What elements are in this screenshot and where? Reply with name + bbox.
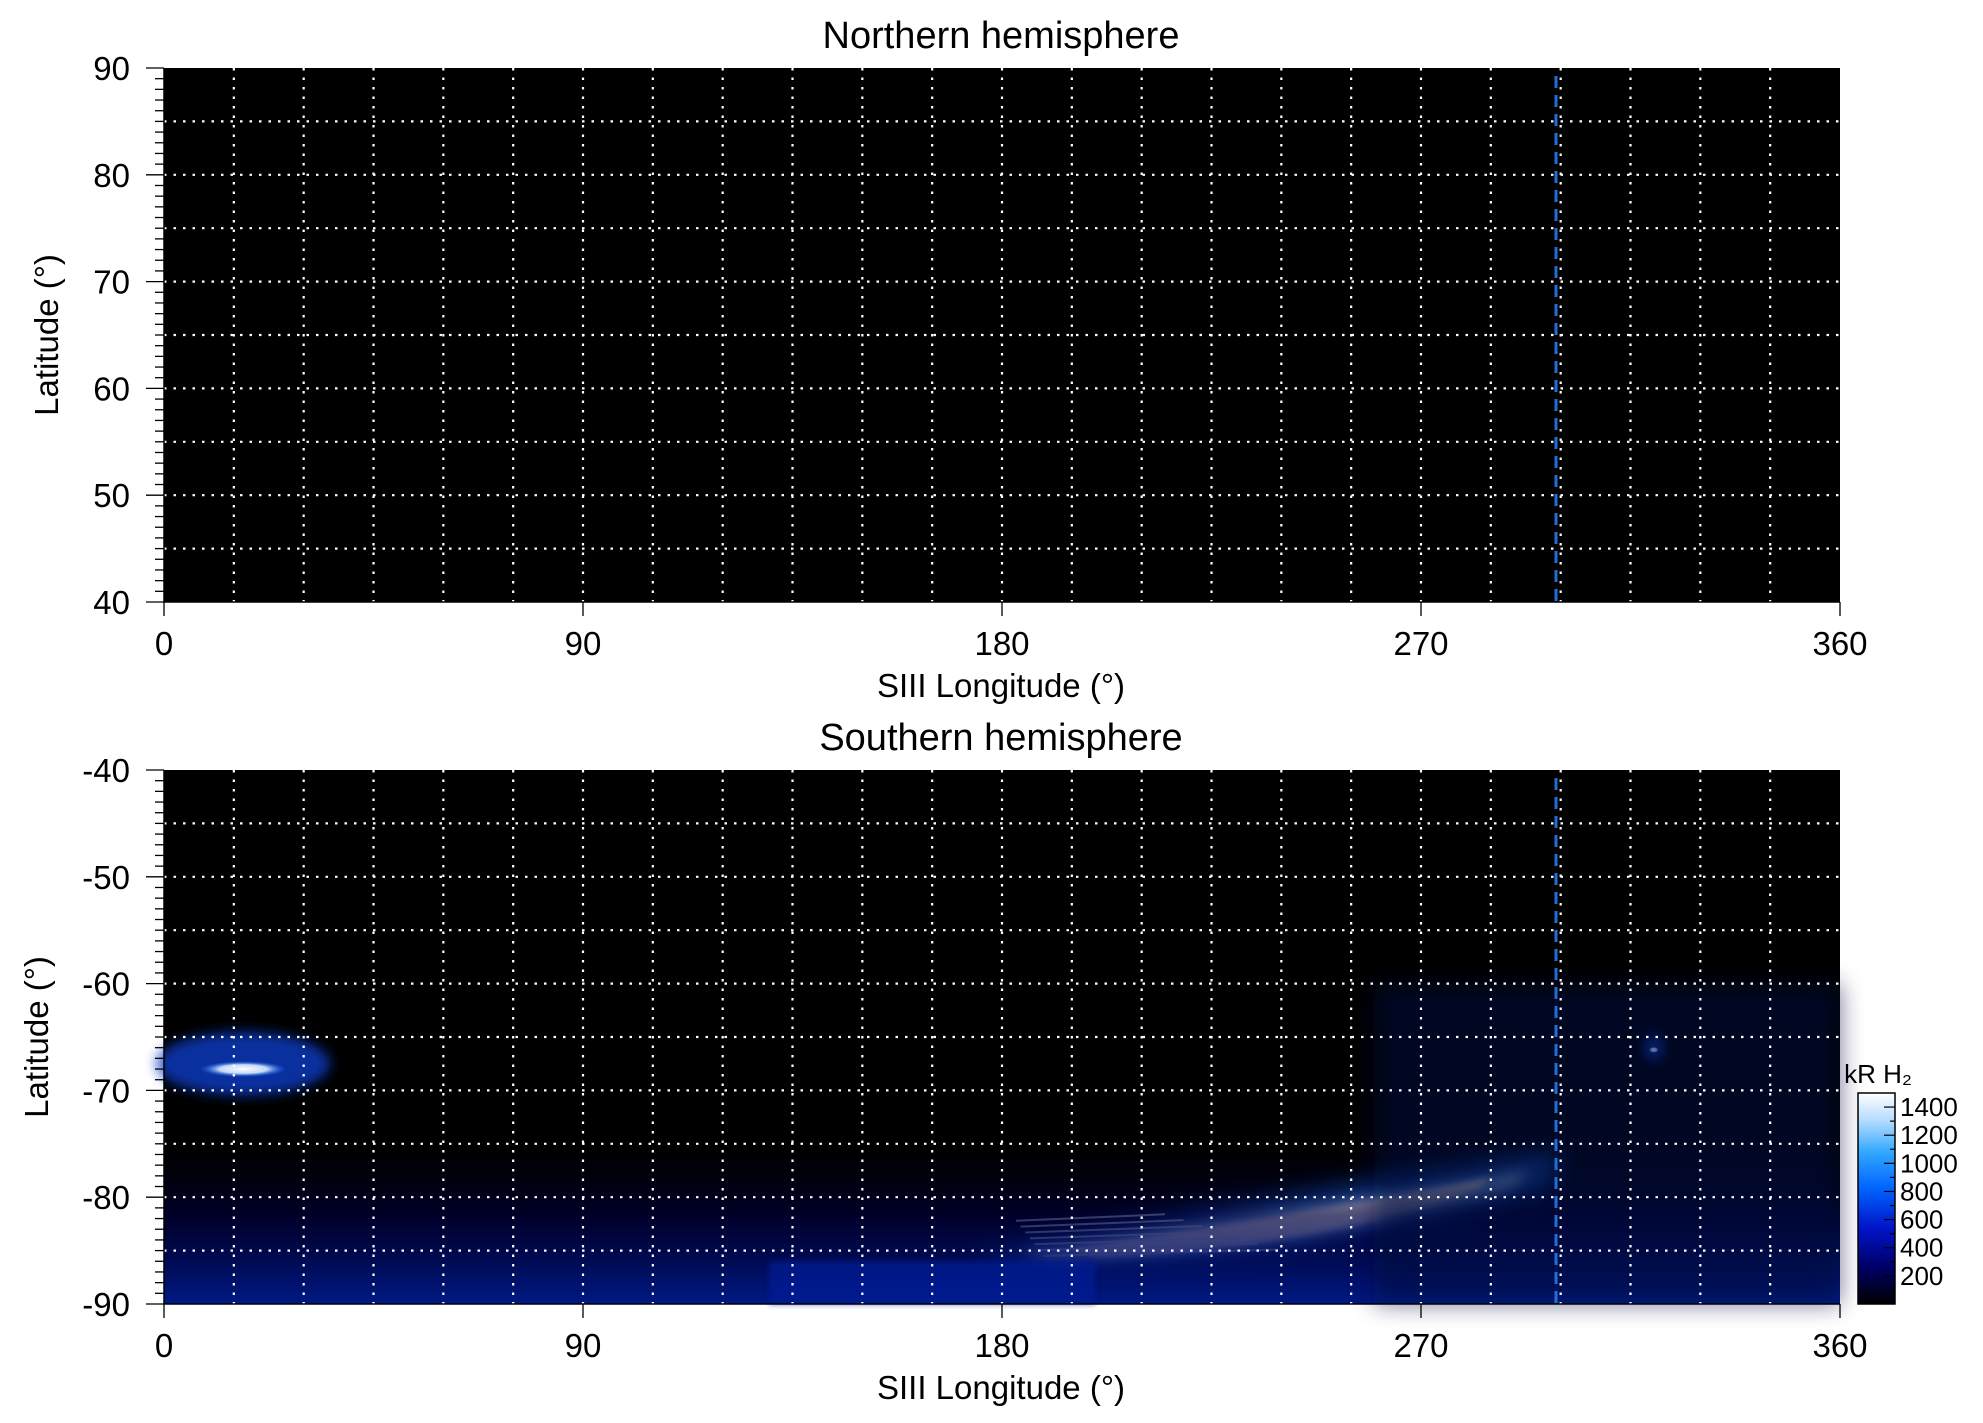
colorbar-gradient [1857, 1092, 1896, 1305]
x-ticks: 0 90 180 270 360 [155, 601, 1868, 662]
y-tick-label: -50 [82, 859, 130, 896]
x-tick-label: 180 [974, 625, 1029, 662]
y-tick-label: 80 [93, 157, 130, 194]
y-axis-label: Latitude (°) [18, 956, 55, 1118]
y-tick-label: -90 [82, 1286, 130, 1323]
colorbar-tick-label: 200 [1900, 1261, 1943, 1291]
chart-title: Southern hemisphere [819, 717, 1182, 759]
y-tick-label: 60 [93, 370, 130, 407]
diffuse-emission-band [769, 1261, 1096, 1304]
colorbar-tick-label: 1200 [1900, 1120, 1958, 1150]
x-tick-label: 90 [565, 625, 602, 662]
colorbar-label: kR H₂ [1844, 1059, 1912, 1089]
y-ticks: 40 50 60 70 80 90 [93, 50, 165, 621]
x-tick-label: 0 [155, 625, 173, 662]
colorbar-tick-label: 800 [1900, 1176, 1943, 1206]
northern-hemisphere-panel: Northern hemisphere 40 50 60 70 80 90 0 90 180 2… [28, 15, 1868, 704]
y-tick-label: 90 [93, 50, 130, 87]
x-tick-label: 90 [565, 1327, 602, 1364]
y-tick-label: -70 [82, 1072, 130, 1109]
colorbar-tick-label: 1000 [1900, 1148, 1958, 1178]
y-axis-label: Latitude (°) [28, 254, 65, 416]
y-tick-label: -60 [82, 966, 130, 1003]
grid [164, 770, 1840, 1304]
x-tick-label: 0 [155, 1327, 173, 1364]
x-tick-label: 270 [1393, 1327, 1448, 1364]
colorbar-tick-label: 600 [1900, 1205, 1943, 1235]
y-tick-label: -80 [82, 1179, 130, 1216]
colorbar-tick-label: 400 [1900, 1233, 1943, 1263]
y-tick-label: 50 [93, 477, 130, 514]
x-axis-label: SIII Longitude (°) [877, 667, 1125, 704]
y-tick-label: -40 [82, 752, 130, 789]
y-tick-label: 40 [93, 584, 130, 621]
x-tick-label: 270 [1393, 625, 1448, 662]
grid [164, 68, 1840, 602]
southern-hemisphere-panel: Southern hemisphere -40 -50 -60 -70 -80 -90 0… [18, 717, 1868, 1406]
x-tick-label: 180 [974, 1327, 1029, 1364]
y-tick-label: 70 [93, 264, 130, 301]
y-ticks: -40 -50 -60 -70 -80 -90 [82, 752, 165, 1323]
auroral-spot [199, 1061, 287, 1078]
x-axis-label: SIII Longitude (°) [877, 1369, 1125, 1406]
x-tick-label: 360 [1812, 1327, 1867, 1364]
x-ticks: 0 90 180 270 360 [155, 1303, 1868, 1364]
x-tick-label: 360 [1812, 625, 1867, 662]
colorbar-tick-label: 1400 [1900, 1092, 1958, 1122]
chart-title: Northern hemisphere [823, 15, 1180, 57]
